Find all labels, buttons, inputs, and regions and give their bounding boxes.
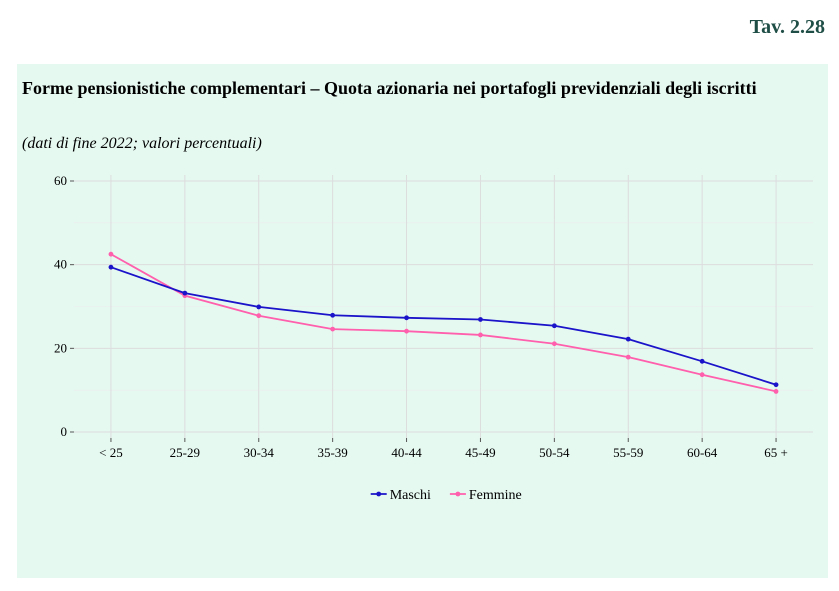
legend-item-maschi: Maschi (370, 488, 431, 503)
data-point-femmine (478, 332, 483, 338)
data-point-maschi (108, 264, 114, 270)
legend-label: Maschi (390, 488, 431, 503)
data-point-maschi (625, 336, 631, 342)
y-tick-label: 20 (54, 340, 67, 355)
legend-label: Femmine (469, 488, 522, 503)
data-point-maschi (330, 312, 336, 318)
data-point-femmine (551, 341, 557, 347)
x-tick-label: 35-39 (317, 445, 347, 460)
data-point-maschi (551, 323, 557, 329)
line-chart: 0 20 40 60 < 25 25-29 30-34 35-39 40-44 45-49 50-5… (54, 173, 813, 503)
axes: 0 20 40 60 < 25 25-29 30-34 35-39 40-44 45-49 50-5… (54, 173, 788, 460)
x-tick-label: 60-64 (687, 445, 718, 460)
legend-swatch-marker (376, 491, 382, 497)
legend-item-femmine: Femmine (449, 488, 522, 503)
data-point-femmine (256, 313, 262, 319)
chart-panel (17, 64, 828, 578)
data-point-maschi (404, 315, 409, 321)
x-tick-label: 55-59 (613, 445, 643, 460)
data-point-femmine (773, 389, 779, 394)
series-line-maschi (110, 266, 777, 386)
series-line-femmine (110, 253, 777, 393)
legend: Maschi Femmine (370, 488, 522, 503)
x-tick-label: 40-44 (391, 445, 422, 460)
legend-swatch-marker (455, 491, 461, 497)
chart-subtitle: (dati di fine 2022; valori percentuali) (22, 135, 262, 152)
x-tick-label: 45-49 (465, 445, 495, 460)
chart-title: Forme pensionistiche complementari – Quo… (22, 78, 757, 98)
x-tick-label: 50-54 (539, 445, 570, 460)
table-number: Tav. 2.28 (749, 16, 825, 38)
data-point-femmine (108, 251, 114, 257)
series-maschi (108, 264, 779, 388)
x-tick-label: < 25 (99, 445, 123, 460)
x-tick-label: 65 + (764, 445, 788, 460)
data-point-maschi (773, 382, 779, 388)
data-point-femmine (330, 326, 336, 332)
series-lines (108, 251, 779, 394)
data-point-maschi (256, 304, 262, 310)
grid (74, 175, 813, 438)
y-tick-label: 0 (61, 424, 68, 439)
series-femmine (108, 251, 779, 394)
data-point-maschi (478, 317, 483, 322)
x-tick-label: 30-34 (244, 445, 275, 460)
data-point-femmine (699, 372, 705, 378)
data-point-femmine (625, 354, 631, 360)
data-point-maschi (182, 290, 188, 296)
data-point-maschi (699, 358, 705, 364)
y-tick-label: 40 (54, 257, 67, 272)
x-tick-label: 25-29 (170, 445, 200, 460)
data-point-femmine (404, 328, 409, 334)
y-tick-label: 60 (54, 173, 67, 188)
